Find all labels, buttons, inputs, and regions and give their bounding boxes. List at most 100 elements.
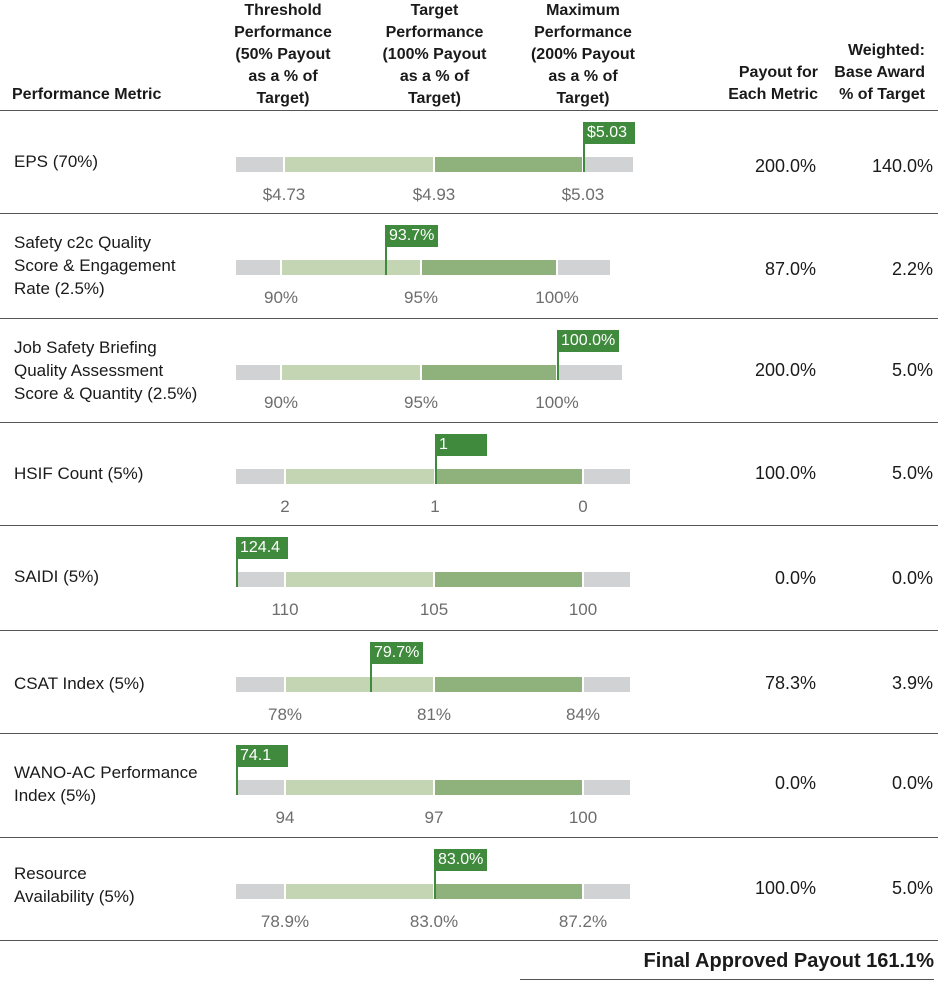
threshold-value: 2 xyxy=(280,497,290,516)
table-row: Resource Availability (5%) 78.9% 83.0% 87.2%… xyxy=(0,837,938,940)
metric-label: SAIDI (5%) xyxy=(14,567,100,586)
row-divider xyxy=(0,422,938,423)
weighted-value: 2.2% xyxy=(891,259,933,279)
row-divider xyxy=(0,940,938,941)
row-divider xyxy=(0,318,938,319)
header-payout-for-each-metric: Payout for Each Metric xyxy=(728,64,818,103)
target-value: 97 xyxy=(424,808,444,827)
actual-value-flag: 74.1 xyxy=(236,745,288,767)
target-value: $4.93 xyxy=(412,185,456,204)
threshold-value: 90% xyxy=(263,288,299,307)
actual-value-flag: 1 xyxy=(435,434,487,456)
bar-above-maximum xyxy=(558,365,622,380)
bar-threshold-to-target xyxy=(286,780,433,795)
actual-flag-pole xyxy=(236,745,238,795)
actual-value-flag: 124.4 xyxy=(236,537,288,559)
maximum-value: 100% xyxy=(535,288,579,307)
actual-flag-pole xyxy=(435,434,437,484)
table-row: CSAT Index (5%) 78% 81% 84% 79.7% 78.3% 3.9% xyxy=(0,630,938,733)
metric-label: CSAT Index (5%) xyxy=(14,674,145,693)
bar-target-to-maximum xyxy=(435,572,582,587)
maximum-value: 100 xyxy=(568,808,598,827)
table-row: SAIDI (5%) 110 105 100 124.4 0.0% 0.0% xyxy=(0,525,938,630)
actual-flag-pole xyxy=(583,122,585,172)
actual-flag-pole xyxy=(236,537,238,587)
target-value: 95% xyxy=(403,393,439,412)
table-row: HSIF Count (5%) 2 1 0 1 100.0% 5.0% xyxy=(0,422,938,525)
weighted-value: 5.0% xyxy=(891,360,933,380)
bar-target-to-maximum xyxy=(436,469,582,484)
actual-flag-pole xyxy=(385,225,387,275)
threshold-value: $4.73 xyxy=(262,185,306,204)
bar-below-threshold xyxy=(236,260,280,275)
maximum-value: 0 xyxy=(578,497,588,516)
bar-target-to-maximum xyxy=(422,260,556,275)
target-value: 1 xyxy=(430,497,440,516)
maximum-value: 84% xyxy=(565,705,601,724)
weighted-value: 5.0% xyxy=(891,463,933,483)
payout-value: 78.3% xyxy=(764,673,816,693)
row-divider xyxy=(0,213,938,214)
threshold-value: 110 xyxy=(271,600,299,619)
bar-below-threshold xyxy=(236,780,284,795)
metric-label: WANO-AC Performance Index (5%) xyxy=(14,763,198,805)
bar-threshold-to-target xyxy=(286,469,434,484)
maximum-value: 100 xyxy=(568,600,598,619)
threshold-value: 78.9% xyxy=(260,912,310,931)
header-maximum-performance: Maximum Performance (200% Payout as a % of T… xyxy=(530,2,636,107)
row-divider xyxy=(0,733,938,734)
payout-value: 100.0% xyxy=(754,463,816,483)
metric-label: Resource Availability (5%) xyxy=(14,864,135,906)
threshold-value: 94 xyxy=(275,808,295,827)
header-weighted-base-award: Weighted: Base Award% of Target xyxy=(834,42,925,103)
actual-flag-pole xyxy=(434,849,436,899)
payout-value: 0.0% xyxy=(774,773,816,793)
bar-threshold-to-target xyxy=(286,677,433,692)
bar-above-maximum xyxy=(584,780,630,795)
bar-above-maximum xyxy=(584,677,630,692)
target-value: 95% xyxy=(403,288,439,307)
bar-target-to-maximum xyxy=(435,157,582,172)
bar-below-threshold xyxy=(236,884,284,899)
payout-value: 87.0% xyxy=(764,259,816,279)
actual-value-flag: $5.03 xyxy=(583,122,635,144)
bar-above-maximum xyxy=(584,884,630,899)
payout-value: 200.0% xyxy=(754,360,816,380)
target-value: 105 xyxy=(419,600,449,619)
row-divider xyxy=(0,525,938,526)
metric-label: EPS (70%) xyxy=(14,152,99,171)
metric-label: Job Safety Briefing Quality Assessment Sco… xyxy=(14,338,198,403)
table-row: EPS (70%) $4.73 $4.93 $5.03 $5.03 200.0% 140.0… xyxy=(0,110,938,213)
actual-value-flag: 79.7% xyxy=(370,642,424,664)
final-payout-underline xyxy=(520,979,934,980)
row-divider xyxy=(0,837,938,838)
actual-value-flag: 93.7% xyxy=(385,225,439,247)
header-threshold-performance: Threshold Performance (50% Payout as a % of… xyxy=(234,2,332,107)
metric-label: HSIF Count (5%) xyxy=(14,464,144,483)
table-row: Job Safety Briefing Quality Assessment Sco… xyxy=(0,318,938,422)
actual-value-flag: 100.0% xyxy=(557,330,620,352)
bar-target-to-maximum xyxy=(435,677,582,692)
payout-value: 0.0% xyxy=(774,568,816,588)
bar-threshold-to-target xyxy=(282,365,420,380)
target-value: 83.0% xyxy=(409,912,459,931)
header-performance-metric: Performance Metric xyxy=(12,86,162,103)
weighted-value: 0.0% xyxy=(891,568,933,588)
bar-target-to-maximum xyxy=(435,780,582,795)
table-row: WANO-AC Performance Index (5%) 94 97 100 74.1… xyxy=(0,733,938,837)
maximum-value: 87.2% xyxy=(558,912,608,931)
bar-target-to-maximum xyxy=(435,884,582,899)
table-row: Safety c2c Quality Score & Engagement Rate… xyxy=(0,213,938,318)
bar-above-maximum xyxy=(558,260,610,275)
bar-above-maximum xyxy=(584,469,630,484)
bar-above-maximum xyxy=(584,572,630,587)
threshold-value: 90% xyxy=(263,393,299,412)
metric-label: Safety c2c Quality Score & Engagement Rate… xyxy=(14,233,176,298)
bar-threshold-to-target xyxy=(286,572,433,587)
weighted-value: 0.0% xyxy=(891,773,933,793)
bar-below-threshold xyxy=(236,469,284,484)
bar-threshold-to-target xyxy=(285,157,433,172)
actual-flag-pole xyxy=(557,330,559,380)
bar-below-threshold xyxy=(236,365,280,380)
bar-threshold-to-target xyxy=(286,884,433,899)
